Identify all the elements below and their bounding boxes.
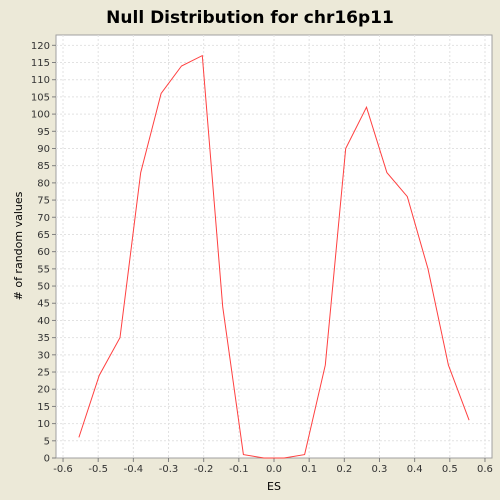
y-tick-label: 75: [37, 196, 50, 207]
y-tick-label: 95: [37, 127, 50, 138]
y-tick-label: 80: [37, 178, 50, 189]
y-tick-label: 90: [37, 144, 50, 155]
x-tick-label: 0.3: [372, 464, 388, 475]
x-tick-label: -0.6: [53, 464, 73, 475]
y-tick-label: 5: [44, 436, 50, 447]
x-axis: -0.6 -0.5 -0.4 -0.3 -0.2 -0.1 0.0 0.1 0.2 0.3 0.4 0…: [53, 458, 493, 475]
x-tick-label: 0.0: [266, 464, 282, 475]
y-tick-label: 30: [37, 350, 50, 361]
y-tick-label: 15: [37, 402, 50, 413]
series-line: [78, 54, 470, 459]
plot-area: [55, 34, 493, 459]
y-tick-label: 105: [31, 92, 50, 103]
x-tick-label: -0.4: [124, 464, 144, 475]
x-tick-label: 0.6: [477, 464, 493, 475]
y-tick-label: 110: [31, 75, 50, 86]
x-axis-label: ES: [267, 480, 281, 493]
y-tick-label: 120: [31, 41, 50, 52]
y-tick-label: 40: [37, 316, 50, 327]
x-tick-label: -0.2: [194, 464, 214, 475]
y-tick-label: 100: [31, 110, 50, 121]
x-tick-label: -0.3: [159, 464, 179, 475]
y-tick-label: 45: [37, 299, 50, 310]
x-tick-label: 0.5: [442, 464, 458, 475]
y-tick-label: 60: [37, 247, 50, 258]
y-tick-label: 55: [37, 264, 50, 275]
x-tick-label: -0.1: [229, 464, 249, 475]
y-tick-label: 65: [37, 230, 50, 241]
y-tick-label: 70: [37, 213, 50, 224]
y-tick-label: 85: [37, 161, 50, 172]
y-tick-label: 20: [37, 385, 50, 396]
y-tick-label: 10: [37, 419, 50, 430]
x-tick-label: 0.1: [301, 464, 317, 475]
y-axis: 0 5 10 15 20 25 30 35 40 45 50 55 60 65 70 75 80 85 90 95 10…: [31, 41, 56, 465]
y-tick-label: 50: [37, 282, 50, 293]
y-tick-label: 0: [44, 454, 50, 465]
y-tick-label: 115: [31, 58, 50, 69]
series-layer: [78, 54, 470, 459]
y-axis-label: # of random values: [12, 191, 25, 300]
x-tick-label: -0.5: [88, 464, 108, 475]
x-tick-label: 0.2: [336, 464, 352, 475]
x-tick-label: 0.4: [407, 464, 423, 475]
y-tick-label: 25: [37, 368, 50, 379]
y-tick-label: 35: [37, 333, 50, 344]
chart-title: Null Distribution for chr16p11: [106, 8, 394, 28]
